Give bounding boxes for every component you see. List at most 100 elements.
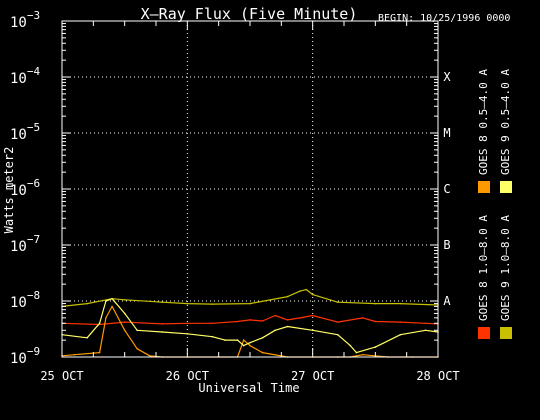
series-point-4 [286,325,289,328]
flare-class-labels: X M C B A [443,70,451,308]
series-point-3 [374,302,377,305]
grid [62,21,438,357]
series-line-3 [61,289,439,307]
series-point-3 [86,302,88,305]
series-point-1 [249,319,251,321]
series-point-4 [86,337,88,339]
series-point-4 [224,339,226,341]
series-point-1 [362,317,364,319]
series-point-4 [123,312,126,315]
flare-class-a: A [443,294,451,308]
series-point-3 [299,290,301,292]
flare-class-m: M [443,126,450,140]
series-point-1 [261,320,264,322]
series-point-1 [286,319,289,321]
series-point-2 [261,351,264,354]
series-point-1 [424,322,427,325]
series-point-2 [242,339,245,341]
series-point-4 [249,341,251,344]
legend-label-4: GOES 9 0.5–4.0 A [499,69,512,175]
series-point-2 [362,353,364,356]
series-point-4 [136,329,138,332]
series-point-4 [355,351,358,354]
chart-title: X–Ray Flux (Five Minute) [141,5,358,23]
series-point-4 [399,333,402,336]
y-tick-exponent: −8 [27,289,40,302]
series-point-3 [286,295,289,298]
x-tick-label: 28 OCT [416,369,459,383]
legend-label-3: GOES 9 1.0–8.0 A [499,215,512,321]
legend-swatch-1 [478,327,490,339]
series-point-2 [148,355,151,357]
x-tick-label: 25 OCT [40,369,83,383]
series-point-2 [73,353,76,356]
series-point-4 [186,333,189,335]
series-point-4 [98,322,101,325]
series-point-4 [236,339,239,341]
series-point-2 [98,351,101,354]
series-point-4 [211,335,214,338]
series-point-4 [374,346,377,348]
series-point-1 [123,321,126,323]
series-point-3 [211,303,214,305]
series-point-3 [311,293,314,296]
series-point-2 [249,344,251,347]
series-lines [61,288,439,358]
x-axis-label: Universal Time [198,381,299,395]
y-axis-label: Watts meter2 [2,147,16,234]
y-tick-exponent: −6 [27,177,40,190]
series-point-4 [424,329,427,332]
series-point-3 [161,301,164,304]
legend-swatch-2 [478,181,490,193]
y-tick-exponent: −3 [27,9,40,22]
y-tick-exponent: −7 [27,233,40,246]
begin-date-label: BEGIN: 10/25/1996 0000 [378,13,510,24]
series-point-1 [311,314,314,317]
series-point-2 [123,329,126,332]
series-point-3 [336,301,339,304]
legend-swatch-4 [500,181,512,193]
series-point-4 [336,333,339,336]
y-tick-exponent: −5 [27,121,40,134]
series-point-1 [236,320,239,323]
series-point-2 [105,317,107,319]
series-point-4 [261,337,264,339]
flare-class-c: C [443,182,450,196]
series-point-1 [299,317,301,319]
legend: GOES 8 1.0–8.0 A GOES 8 0.5–4.0 A GOES 9 1… [477,69,512,339]
y-tick-exponent: −4 [27,65,41,78]
y-tick-exponent: −9 [27,345,40,358]
series-point-1 [186,322,189,325]
series-point-1 [211,322,214,325]
flare-class-x: X [443,70,451,84]
series-point-4 [161,331,164,333]
x-axis-ticks: 25 OCT 26 OCT 27 OCT 28 OCT [40,21,460,383]
series-point-2 [111,305,113,308]
series-point-3 [305,288,308,291]
series-point-3 [186,302,189,305]
series-point-2 [136,348,138,350]
series-point-4 [311,329,314,332]
legend-label-1: GOES 8 1.0–8.0 A [477,215,490,321]
series-point-1 [336,321,339,323]
legend-swatch-3 [500,327,512,339]
series-point-1 [374,320,377,323]
series-point-3 [123,299,126,301]
series-point-3 [249,302,251,305]
x-tick-label: 26 OCT [166,369,209,383]
series-point-4 [349,344,352,347]
series-point-1 [399,321,402,323]
flare-class-b: B [443,238,450,252]
series-point-4 [105,300,107,302]
series-point-4 [111,297,113,300]
x-tick-label: 27 OCT [291,369,334,383]
series-point-3 [399,302,402,305]
series-point-4 [242,344,245,347]
series-point-1 [161,323,164,325]
series-point-1 [274,314,276,317]
series-line-2 [61,305,438,358]
legend-label-2: GOES 8 0.5–4.0 A [477,69,490,175]
series-point-4 [274,329,276,332]
